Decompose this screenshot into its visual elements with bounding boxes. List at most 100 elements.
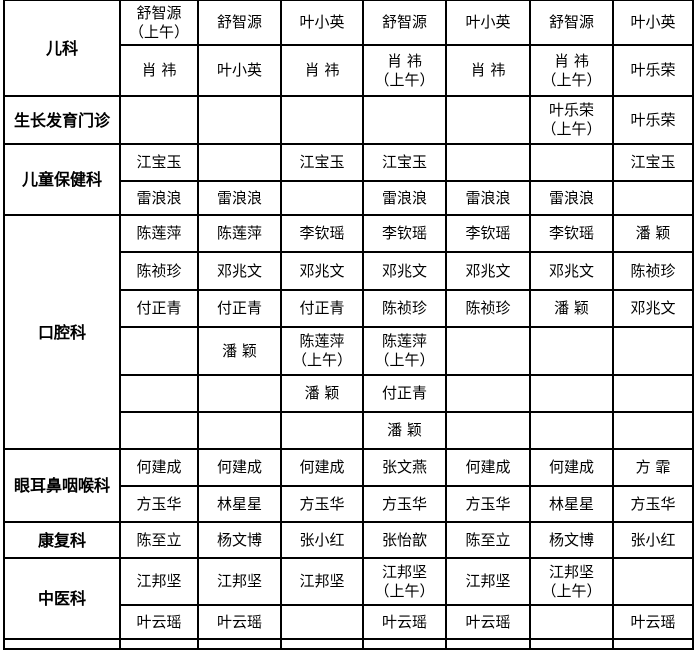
doctor-cell: 方玉华 (445, 485, 531, 523)
doctor-cell: 肖 祎 (445, 44, 531, 97)
doctor-cell: 叶云瑶 (445, 604, 531, 640)
doctor-cell (445, 95, 531, 145)
doctor-cell: 江邦坚 （上午） (362, 557, 447, 606)
doctor-cell: 李钦瑶 (529, 214, 614, 253)
doctor-cell (445, 411, 531, 450)
doctor-cell (612, 374, 694, 413)
doctor-cell: 陈祯珍 (119, 251, 199, 291)
doctor-cell: 江邦坚 (280, 557, 364, 606)
doctor-cell: 肖 祎 (119, 44, 199, 97)
doctor-cell: 江宝玉 (612, 143, 694, 182)
doctor-cell: 雷浪浪 (197, 180, 282, 216)
doctor-cell (529, 143, 614, 182)
doctor-cell: 何建成 (119, 448, 199, 487)
department-cell: 儿童保健科 (3, 143, 121, 216)
doctor-cell: 张小红 (612, 521, 694, 559)
department-cell (3, 638, 121, 650)
table-row (3, 638, 694, 650)
doctor-cell: 方玉华 (362, 485, 447, 523)
doctor-cell (119, 326, 199, 376)
table-row: 眼耳鼻咽喉科 何建成 何建成 何建成 张文燕 何建成 何建成方 霏 (3, 448, 694, 523)
doctor-cell: 陈祯珍 (445, 289, 531, 328)
doctor-cell: 付正青 (197, 289, 282, 328)
doctor-cell: 潘 颖 (280, 374, 364, 413)
doctor-cell: 江宝玉 (362, 143, 447, 182)
doctor-cell (445, 326, 531, 376)
doctor-cell: 叶乐荣 （上午） (529, 95, 614, 145)
doctor-cell (445, 143, 531, 182)
doctor-cell: 张怡歆 (362, 521, 447, 559)
doctor-cell: 邓兆文 (445, 251, 531, 291)
doctor-cell (612, 180, 694, 216)
table-row: 方玉华 林星星 方玉华 方玉华 方玉华 林星星 方玉华 (4, 485, 694, 523)
doctor-cell: 陈至立 (445, 521, 531, 559)
doctor-cell: 舒智源 (529, 0, 614, 46)
doctor-cell: 叶小英 (197, 44, 282, 97)
doctor-cell: 叶乐荣 (612, 95, 694, 145)
doctor-cell: 陈祯珍 (362, 289, 447, 328)
table-row: 叶云瑶 叶云瑶 叶云瑶 叶云瑶 叶云瑶 (4, 604, 694, 640)
doctor-cell: 林星星 (197, 485, 282, 523)
department-cell: 口腔科 (3, 214, 121, 450)
doctor-cell: 潘 颖 (612, 214, 694, 253)
doctor-cell (362, 638, 447, 650)
doctor-cell: 何建成 (445, 448, 531, 487)
doctor-cell (197, 374, 282, 413)
doctor-cell: 邓兆文 (612, 289, 694, 328)
doctor-cell: 邓兆文 (280, 251, 364, 291)
department-cell: 儿科 (3, 0, 121, 97)
table-row: 儿童保健科 江宝玉 江宝玉 江宝玉 江宝玉 (3, 143, 694, 216)
doctor-cell: 陈莲萍 （上午） (280, 326, 364, 376)
department-cell: 眼耳鼻咽喉科 (3, 448, 121, 523)
doctor-cell: 江宝玉 (280, 143, 364, 182)
department-cell: 生长发育门诊 (3, 95, 121, 145)
doctor-cell (197, 95, 282, 145)
doctor-cell: 邓兆文 (529, 251, 614, 291)
table-row: 康复科 陈至立 杨文博 张小红 张怡歆 陈至立 杨文博 张小红 (3, 521, 694, 559)
table-row: 儿科 舒智源 （上午） 舒智源 叶小英 舒智源 叶小英 舒智源 叶小英 (3, 0, 694, 97)
doctor-cell (280, 180, 364, 216)
doctor-cell: 陈至立 (119, 521, 199, 559)
doctor-cell: 何建成 (529, 448, 614, 487)
doctor-cell (119, 638, 199, 650)
doctor-cell (612, 326, 694, 376)
doctor-cell (119, 411, 199, 450)
doctor-cell: 舒智源 (197, 0, 282, 46)
doctor-cell: 雷浪浪 (445, 180, 531, 216)
doctor-cell (529, 638, 614, 650)
department-cell: 中医科 (3, 557, 121, 640)
doctor-cell: 陈莲萍 （上午） (362, 326, 447, 376)
doctor-cell: 叶云瑶 (362, 604, 447, 640)
doctor-cell: 雷浪浪 (362, 180, 447, 216)
doctor-cell: 叶云瑶 (119, 604, 199, 640)
doctor-cell: 何建成 (280, 448, 364, 487)
doctor-cell (612, 557, 694, 606)
doctor-cell: 江邦坚 (197, 557, 282, 606)
doctor-cell: 雷浪浪 (119, 180, 199, 216)
doctor-cell (445, 374, 531, 413)
doctor-cell (280, 638, 364, 650)
doctor-cell: 方玉华 (119, 485, 199, 523)
doctor-cell (119, 95, 199, 145)
doctor-cell: 陈莲萍 (119, 214, 199, 253)
table-row: 口腔科 陈莲萍 陈莲萍 李钦瑶 李钦瑶 李钦瑶 李钦瑶潘 颖 (3, 214, 694, 450)
doctor-cell: 陈莲萍 (197, 214, 282, 253)
doctor-cell: 方 霏 (612, 448, 694, 487)
doctor-cell: 何建成 (197, 448, 282, 487)
table-row: 潘 颖陈莲萍 （上午） 陈莲萍 （上午） (4, 326, 694, 376)
doctor-cell (612, 638, 694, 650)
doctor-cell: 江宝玉 (119, 143, 199, 182)
table-row: 雷浪浪 雷浪浪 雷浪浪 雷浪浪 雷浪浪 (4, 180, 694, 216)
doctor-cell: 杨文博 (529, 521, 614, 559)
doctor-cell: 叶云瑶 (197, 604, 282, 640)
doctor-cell (197, 411, 282, 450)
doctor-cell (362, 95, 447, 145)
doctor-cell (529, 604, 614, 640)
doctor-cell: 陈祯珍 (612, 251, 694, 291)
doctor-cell: 叶小英 (445, 0, 531, 46)
doctor-cell: 江邦坚 （上午） (529, 557, 614, 606)
doctor-cell: 付正青 (280, 289, 364, 328)
doctor-cell: 江邦坚 (119, 557, 199, 606)
doctor-cell: 方玉华 (280, 485, 364, 523)
doctor-cell (612, 411, 694, 450)
